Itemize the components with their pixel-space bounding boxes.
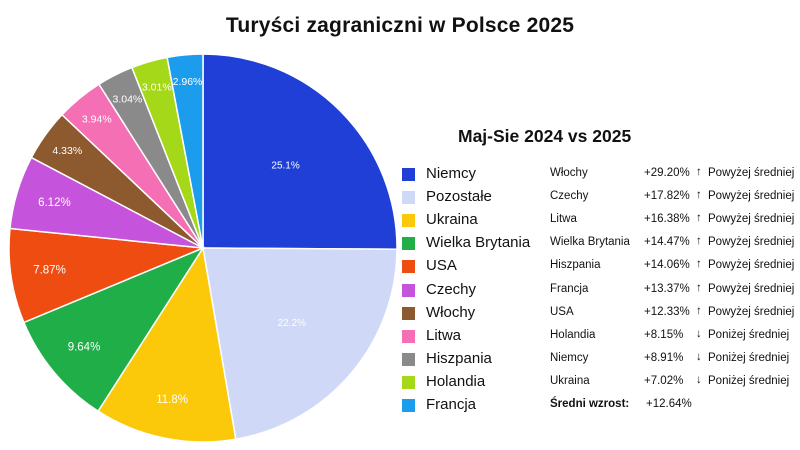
arrow-up-icon: ↑ [696, 304, 702, 317]
average-growth-value: +12.64% [646, 398, 692, 410]
growth-status: Powyżej średniej [708, 236, 795, 249]
legend-swatch [402, 375, 415, 389]
chart-title: Turyści zagraniczni w Polsce 2025 [225, 14, 575, 37]
growth-row: USA +12.33% ↑ Powyżej średniej [550, 303, 800, 325]
average-growth-label: Średni wzrost: [550, 398, 630, 410]
legend-swatch [402, 237, 415, 251]
arrow-up-icon: ↑ [696, 258, 702, 271]
legend-swatch [402, 260, 415, 274]
growth-row: Hiszpania +14.06% ↑ Powyżej średniej [550, 256, 800, 278]
pie-label-hiszpania: 3.04% [113, 93, 143, 105]
pie-label-włochy: 4.33% [52, 145, 82, 157]
growth-row: Ukraina +7.02% ↓ Poniżej średniej [550, 372, 800, 394]
arrow-up-icon: ↑ [696, 281, 702, 294]
pie-slice-pozostałe [202, 247, 398, 441]
legend-label: Pozostałe [426, 188, 492, 206]
growth-value: +8.91% [644, 351, 684, 364]
growth-value: +14.06% [644, 259, 690, 272]
growth-row: Czechy +17.82% ↑ Powyżej średniej [550, 187, 800, 209]
growth-country: Litwa [550, 213, 577, 226]
growth-status: Poniżej średniej [708, 351, 790, 364]
pie-chart: 25.1% 22.2% 11.8% 9.64% 7.87% 6.12% 4.33% 3.94%… [8, 53, 398, 443]
legend-label: Wielka Brytania [426, 234, 531, 252]
pie-label-ukraina: 11.8% [156, 394, 188, 406]
pie-slice-usa [8, 227, 204, 324]
legend-swatch [402, 352, 415, 366]
pie-label-francja: 2.96% [173, 76, 203, 88]
pie-slice-niemcy [202, 53, 398, 250]
legend-swatch [402, 283, 415, 297]
arrow-down-icon: ↓ [696, 350, 702, 363]
pie-label-pozostałe: 22.2% [278, 318, 306, 329]
growth-country: Wielka Brytania [550, 236, 630, 249]
legend-label: Francja [426, 396, 477, 413]
pie-label-litwa: 3.94% [82, 113, 112, 125]
pie-label-wielka-brytania: 9.64% [68, 342, 101, 354]
legend-swatch [402, 329, 415, 343]
legend-label: Włochy [426, 303, 476, 321]
legend-swatch [402, 191, 415, 205]
pie-label-usa: 7.87% [33, 265, 66, 277]
arrow-up-icon: ↑ [696, 212, 702, 225]
legend-swatch [402, 399, 415, 412]
legend-label: Ukraina [426, 211, 478, 229]
arrow-down-icon: ↓ [696, 373, 702, 386]
growth-value: +14.47% [644, 236, 690, 249]
legend-swatch [402, 168, 415, 181]
growth-status: Powyżej średniej [708, 259, 795, 272]
growth-value: +7.02% [644, 374, 684, 387]
pie-slice-ukraina [97, 245, 237, 443]
growth-value: +17.82% [644, 190, 690, 203]
growth-country: USA [550, 305, 574, 318]
growth-status: Powyżej średniej [708, 190, 795, 203]
growth-country: Czechy [550, 190, 589, 203]
legend-label: Hiszpania [426, 349, 492, 367]
growth-value: +16.38% [644, 213, 690, 226]
pie-label-holandia: 3.01% [142, 82, 172, 94]
growth-country: Ukraina [550, 374, 590, 387]
arrow-up-icon: ↑ [696, 235, 702, 248]
growth-status: Powyżej średniej [708, 213, 795, 226]
growth-row: Niemcy +8.91% ↓ Poniżej średniej [550, 349, 800, 371]
growth-status: Powyżej średniej [708, 282, 795, 295]
growth-row: Litwa +16.38% ↑ Powyżej średniej [550, 210, 800, 232]
legend-swatch [402, 214, 415, 228]
legend-label: Litwa [426, 326, 462, 344]
growth-country: Francja [550, 282, 589, 295]
legend-swatch [402, 306, 415, 320]
growth-row: Wielka Brytania +14.47% ↑ Powyżej średniej [550, 233, 800, 255]
growth-title: Maj-Sie 2024 vs 2025 [458, 126, 632, 146]
arrow-up-icon: ↑ [696, 189, 702, 202]
growth-status: Poniżej średniej [708, 328, 790, 341]
growth-value: +8.15% [644, 328, 684, 341]
pie-label-niemcy: 25.1% [271, 160, 299, 171]
growth-country: Włochy [550, 167, 588, 179]
pie-label-czechy: 6.12% [38, 197, 71, 209]
growth-status: Powyżej średniej [708, 305, 795, 318]
pie-slice-wielka-brytania [22, 246, 205, 413]
growth-row: Włochy +29.20% ↑ Powyżej średniej [550, 164, 800, 186]
growth-value: +29.20% [644, 167, 690, 179]
legend-label: USA [426, 257, 457, 275]
growth-status: Powyżej średniej [708, 167, 795, 179]
legend-label: Czechy [426, 280, 477, 298]
growth-row: Francja +13.37% ↑ Powyżej średniej [550, 280, 800, 302]
growth-country: Holandia [550, 328, 596, 341]
growth-row: Holandia +8.15% ↓ Poniżej średniej [550, 326, 800, 348]
legend-label: Niemcy [426, 165, 477, 182]
arrow-down-icon: ↓ [696, 327, 702, 340]
legend-label: Holandia [426, 372, 486, 390]
arrow-up-icon: ↑ [696, 166, 702, 178]
growth-value: +13.37% [644, 282, 690, 295]
pie-slice-francja [166, 53, 204, 249]
growth-country: Niemcy [550, 351, 589, 364]
growth-country: Hiszpania [550, 259, 601, 272]
growth-value: +12.33% [644, 305, 690, 318]
growth-status: Poniżej średniej [708, 374, 790, 387]
